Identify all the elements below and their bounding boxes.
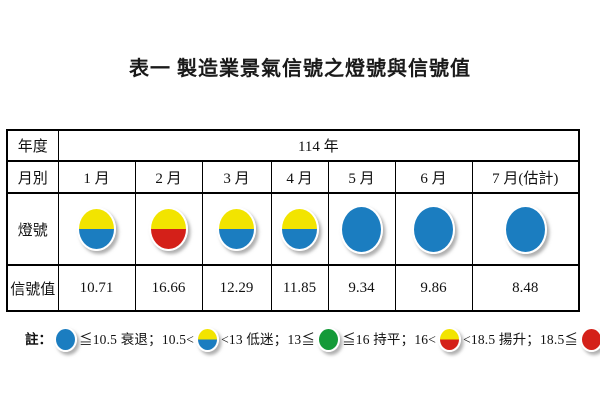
lamp-cell-feb	[134, 192, 203, 266]
legend-item-prosperity: 18.5≦ 繁榮。	[540, 327, 600, 353]
month-cell-jun: 6 月	[394, 160, 473, 194]
value-cell-mar: 12.29	[201, 264, 272, 312]
lamp-cell-may	[327, 192, 396, 266]
table-row-year: 年度 114 年	[6, 129, 580, 162]
lamp-cell-apr	[270, 192, 329, 266]
lamp-icon-feb	[149, 207, 188, 251]
legend-item-sluggish: 10.5< <13 低迷；	[162, 327, 288, 353]
lamp-icon-may	[340, 204, 383, 254]
month-cell-may: 5 月	[327, 160, 396, 194]
table-row-value: 信號值 10.71 16.66 12.29 11.85 9.34 9.86 8.…	[6, 264, 580, 312]
lamp-cell-jul	[471, 192, 580, 266]
legend-item-stable: 13≦ ≦16 持平；	[287, 327, 414, 353]
value-cell-feb: 16.66	[134, 264, 203, 312]
month-cell-jul-estimate: 7 月(估計)	[471, 160, 580, 194]
value-cell-jul: 8.48	[471, 264, 580, 312]
green-lamp-icon	[317, 327, 341, 353]
legend-item-upswing: 16< <18.5 揚升；	[414, 327, 540, 353]
table-row-lamp: 燈號	[6, 192, 580, 266]
lamp-icon-jan	[77, 207, 116, 251]
year-row-label: 年度	[6, 129, 59, 162]
lamp-icon-mar	[217, 207, 256, 251]
value-row-label: 信號值	[6, 264, 59, 312]
legend-item-recession: ≦10.5 衰退；	[52, 327, 162, 353]
lamp-cell-jan	[57, 192, 136, 266]
month-cell-feb: 2 月	[134, 160, 203, 194]
year-value-cell: 114 年	[57, 129, 580, 162]
legend-note: 註： ≦10.5 衰退；10.5< <13 低迷；13≦ ≦16 持平；16< <18.…	[25, 327, 600, 353]
lamp-row-label: 燈號	[6, 192, 59, 266]
red-lamp-icon	[580, 327, 600, 353]
note-prefix: 註：	[25, 332, 52, 347]
value-cell-jun: 9.86	[394, 264, 473, 312]
lamp-icon-jun	[412, 204, 455, 254]
lamp-cell-mar	[201, 192, 272, 266]
signal-table: 年度 114 年 月別 1 月 2 月 3 月 4 月 5 月 6 月 7 月(…	[6, 129, 581, 312]
month-cell-mar: 3 月	[201, 160, 272, 194]
lamp-icon-jul	[503, 204, 547, 254]
month-row-label: 月別	[6, 160, 59, 194]
value-cell-may: 9.34	[327, 264, 396, 312]
value-cell-apr: 11.85	[270, 264, 329, 312]
value-cell-jan: 10.71	[57, 264, 136, 312]
yellow-red-lamp-icon	[438, 327, 462, 353]
lamp-cell-jun	[394, 192, 473, 266]
table-title: 表一 製造業景氣信號之燈號與信號值	[129, 58, 471, 80]
month-cell-jan: 1 月	[57, 160, 136, 194]
lamp-icon-apr	[280, 207, 319, 251]
yellow-blue-lamp-icon	[196, 327, 220, 353]
month-cell-apr: 4 月	[270, 160, 329, 194]
blue-lamp-icon	[54, 327, 77, 353]
table-row-month: 月別 1 月 2 月 3 月 4 月 5 月 6 月 7 月(估計)	[6, 160, 580, 194]
